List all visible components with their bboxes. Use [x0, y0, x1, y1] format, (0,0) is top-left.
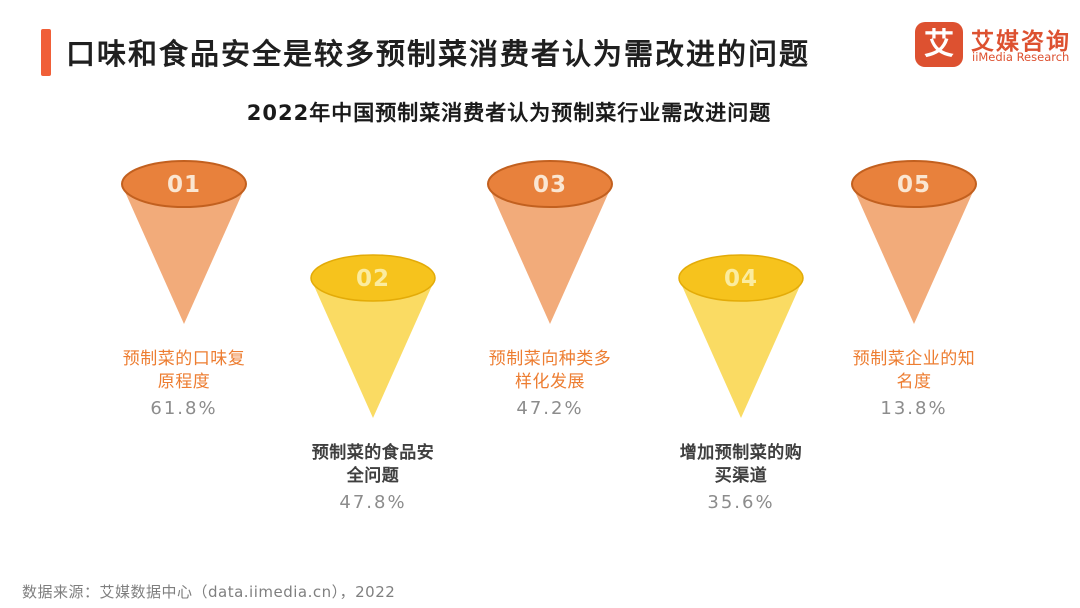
cone-graphic-04: 04 [678, 254, 804, 418]
cone-body [488, 185, 612, 324]
cone-body [311, 279, 435, 418]
cone-body [679, 279, 803, 418]
cone-label: 预制菜向种类多 样化发展 [488, 349, 612, 392]
cone-value: 13.8% [880, 398, 948, 419]
cone-value: 47.8% [339, 492, 407, 513]
cone-ellipse [487, 160, 613, 208]
cone-graphic-03: 03 [487, 160, 613, 324]
cone-graphic-05: 05 [851, 160, 977, 324]
cone-ellipse [121, 160, 247, 208]
cone-label: 预制菜的食品安 全问题 [311, 443, 435, 486]
cone-ellipse [310, 254, 436, 302]
cone-rank-number: 03 [533, 172, 567, 198]
funnel-item-05: 05 预制菜企业的知 名度 13.8% [824, 158, 1004, 419]
cone-rank-number: 01 [167, 172, 201, 198]
cone-rank-number: 05 [897, 172, 931, 198]
cone-label: 预制菜的口味复 原程度 [122, 349, 246, 392]
funnel-item-03: 03 预制菜向种类多 样化发展 47.2% [460, 158, 640, 419]
iimedia-logo-name-cn: 艾媒咨询 [971, 29, 1071, 55]
iimedia-logo-icon: 艾 [915, 22, 963, 67]
cone-label: 增加预制菜的购 买渠道 [679, 443, 803, 486]
chart-title: 2022年中国预制菜消费者认为预制菜行业需改进问题 [246, 101, 772, 125]
cone-graphic-02: 02 [310, 254, 436, 418]
cone-body [852, 185, 976, 324]
iimedia-logo-name-en: iiMedia Research [972, 50, 1070, 64]
cone-ellipse [678, 254, 804, 302]
funnel-item-02: 02 预制菜的食品安 全问题 47.8% [283, 252, 463, 513]
cone-body [122, 185, 246, 324]
data-source-note: 数据来源：艾媒数据中心（data.iimedia.cn），2022 [22, 583, 396, 601]
funnel-item-04: 04 增加预制菜的购 买渠道 35.6% [651, 252, 831, 513]
title-accent-bar [41, 29, 51, 76]
cone-value: 61.8% [150, 398, 218, 419]
cone-value: 47.2% [516, 398, 584, 419]
cone-rank-number: 04 [724, 266, 758, 292]
funnel-item-01: 01 预制菜的口味复 原程度 61.8% [94, 158, 274, 419]
page-title: 口味和食品安全是较多预制菜消费者认为需改进的问题 [66, 37, 811, 71]
cone-ellipse [851, 160, 977, 208]
cone-label: 预制菜企业的知 名度 [852, 349, 976, 392]
cone-graphic-01: 01 [121, 160, 247, 324]
cone-rank-number: 02 [356, 266, 390, 292]
cone-value: 35.6% [707, 492, 775, 513]
